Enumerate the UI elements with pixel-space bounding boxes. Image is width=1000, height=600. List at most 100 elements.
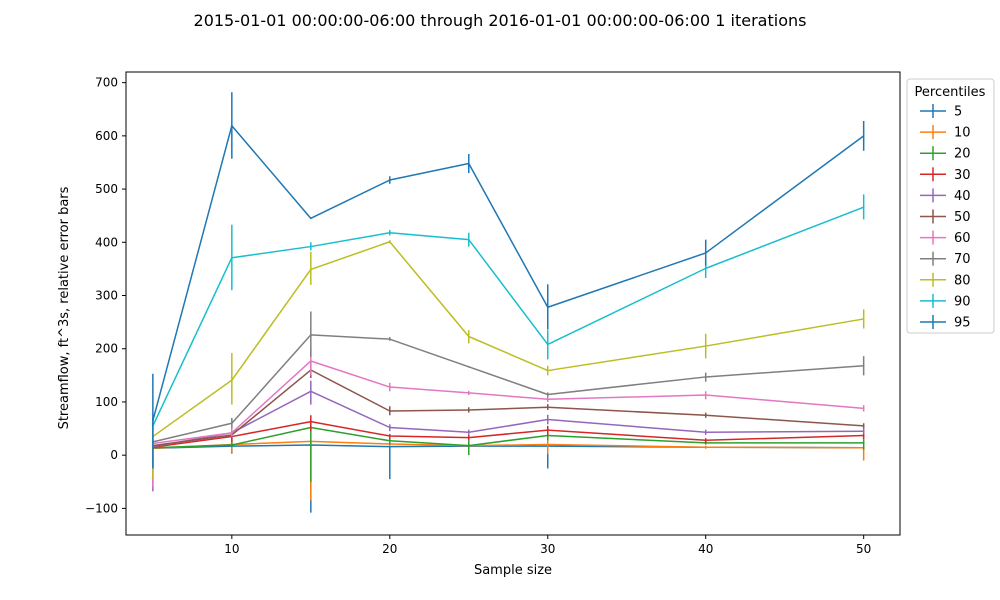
axes-layer: 10 20 30 40 50 −100 0 100 200 300 400 500 600 700	[85, 71, 901, 556]
legend-entries: 5 10 20 30 40 50 60 70 80 90 95	[920, 104, 971, 331]
data-point	[230, 256, 233, 259]
data-point	[546, 369, 549, 372]
data-point	[230, 431, 233, 434]
x-tick-label: 20	[382, 542, 397, 556]
series-line-90	[152, 206, 864, 427]
data-point	[704, 446, 707, 449]
data-point	[388, 179, 391, 181]
legend-label: 40	[954, 189, 971, 204]
data-point	[467, 335, 470, 338]
data-point	[467, 365, 470, 368]
y-tick-label: 300	[95, 289, 118, 303]
data-point	[862, 430, 865, 433]
series-line-80	[152, 241, 864, 438]
data-point	[467, 431, 470, 434]
data-point	[546, 418, 549, 421]
data-point	[467, 436, 470, 439]
legend-label: 90	[954, 294, 971, 309]
series-line-10	[152, 440, 864, 449]
y-tick-label: 0	[110, 448, 118, 462]
legend-title: Percentiles	[915, 85, 986, 100]
legend-entry-40: 40	[920, 188, 971, 204]
data-point	[546, 406, 549, 409]
data-point	[862, 134, 865, 137]
legend-entry-80: 80	[920, 272, 971, 288]
data-point	[704, 252, 707, 254]
legend-label: 50	[954, 210, 971, 225]
legend: Percentiles 5 10 20 30 40 50 60 70 80 90 95	[906, 78, 995, 334]
data-point	[151, 419, 154, 422]
data-point	[467, 238, 470, 241]
plot-frame	[125, 71, 901, 536]
series-95	[151, 92, 865, 469]
y-tick-label: −100	[85, 501, 118, 515]
x-tick-label: 30	[540, 542, 555, 556]
x-tick-label: 40	[698, 542, 713, 556]
data-point	[388, 445, 391, 448]
data-point	[388, 338, 391, 341]
data-point	[862, 318, 865, 320]
data-point	[467, 392, 470, 394]
x-axis-label: Sample size	[474, 563, 552, 578]
data-point	[309, 420, 312, 423]
series-line-30	[152, 420, 864, 448]
data-point	[309, 390, 312, 393]
series-20	[151, 425, 865, 482]
y-tick-label: 600	[95, 129, 118, 143]
legend-entry-50: 50	[920, 209, 971, 225]
legend-entry-20: 20	[920, 146, 971, 162]
data-point	[704, 431, 707, 434]
data-point	[862, 442, 865, 444]
y-tick-label: 500	[95, 182, 118, 196]
data-point	[388, 435, 391, 437]
data-point	[546, 443, 549, 446]
data-point	[546, 429, 549, 432]
legend-entry-70: 70	[920, 251, 971, 267]
data-point	[230, 379, 233, 382]
data-point	[388, 426, 391, 429]
data-point	[546, 398, 549, 401]
legend-label: 10	[954, 126, 971, 141]
series-line-70	[152, 334, 864, 443]
data-point	[309, 333, 312, 336]
legend-entry-95: 95	[920, 315, 971, 331]
legend-label: 60	[954, 231, 971, 246]
data-point	[862, 407, 865, 410]
data-point	[704, 439, 707, 442]
y-tick-label: 700	[95, 76, 118, 90]
series-line-60	[152, 360, 864, 445]
legend-label: 20	[954, 147, 971, 162]
x-tick-label: 50	[856, 542, 871, 556]
data-point	[230, 422, 233, 425]
data-point	[546, 393, 549, 396]
data-point	[704, 414, 707, 417]
legend-label: 5	[954, 105, 962, 120]
plot-background	[126, 72, 900, 535]
legend-entry-60: 60	[920, 230, 971, 246]
data-point	[388, 410, 391, 412]
series-line-40	[152, 390, 864, 448]
data-point	[230, 124, 233, 127]
y-tick-label: 200	[95, 342, 118, 356]
data-point	[388, 386, 391, 388]
data-point	[388, 231, 391, 234]
legend-entry-90: 90	[920, 293, 971, 309]
data-point	[309, 360, 312, 362]
x-tick-label: 10	[224, 542, 239, 556]
data-point	[546, 306, 549, 309]
data-point	[467, 444, 470, 447]
y-tick-label: 100	[95, 395, 118, 409]
data-point	[309, 245, 312, 248]
legend-label: 95	[954, 316, 971, 331]
y-tick-label: 400	[95, 235, 118, 249]
data-point	[467, 409, 470, 411]
y-axis-label: Streamflow, ft^3s, relative error bars	[57, 186, 72, 429]
data-point	[467, 162, 470, 165]
data-point	[388, 240, 391, 243]
series-line-95	[152, 125, 865, 421]
data-point	[546, 434, 549, 437]
data-point	[309, 217, 312, 220]
data-point	[704, 394, 707, 396]
data-point	[388, 439, 391, 442]
